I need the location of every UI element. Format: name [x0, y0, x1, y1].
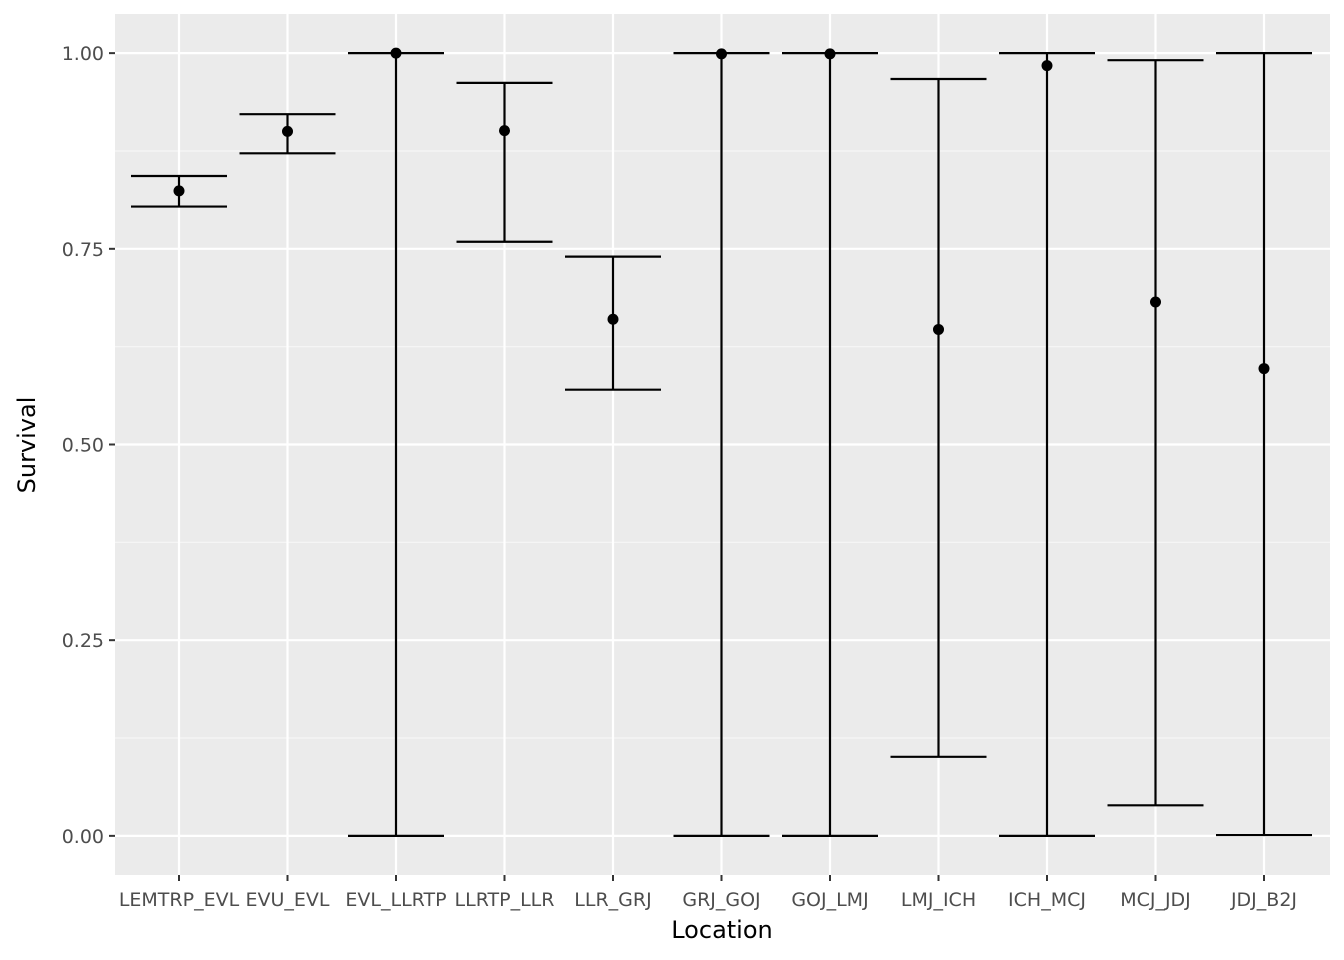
x-axis-title: Location	[671, 916, 773, 944]
estimate-point	[1258, 363, 1270, 375]
x-tick-label: LLR_GRJ	[574, 889, 651, 911]
estimate-point	[824, 48, 836, 60]
x-tick-label: EVL_LLRTP	[345, 889, 446, 911]
estimate-point	[933, 323, 944, 335]
x-tick-label: LMJ_ICH	[901, 889, 976, 911]
x-tick-label: MCJ_JDJ	[1120, 889, 1191, 911]
x-tick-label: LEMTRP_EVL	[119, 889, 240, 911]
estimate-point	[282, 125, 293, 137]
estimate-point	[1150, 296, 1161, 308]
x-tick-label: LLRTP_LLR	[455, 889, 555, 911]
x-tick-label: JDJ_B2J	[1230, 889, 1297, 911]
estimate-point	[173, 185, 185, 197]
x-tick-label: GRJ_GOJ	[682, 889, 760, 911]
estimate-point	[1041, 60, 1053, 72]
y-tick-label: 0.75	[62, 239, 104, 261]
y-tick-label: 1.00	[62, 43, 104, 65]
estimate-points	[173, 47, 1270, 375]
y-tick-label: 0.00	[62, 826, 104, 848]
estimate-point	[716, 48, 727, 60]
y-axis-title: Survival	[13, 397, 41, 494]
y-tick-label: 0.25	[62, 630, 104, 652]
x-tick-label: EVU_EVL	[246, 889, 330, 911]
x-axis: LEMTRP_EVL EVU_EVL EVL_LLRTP LLRTP_LLR LLR_G…	[119, 875, 1297, 911]
x-tick-label: ICH_MCJ	[1008, 889, 1086, 911]
estimate-point	[499, 125, 510, 137]
x-tick-label: GOJ_LMJ	[791, 889, 868, 911]
error-bars	[131, 52, 1312, 837]
estimate-point	[390, 47, 402, 59]
y-axis: 0.00 0.25 0.50 0.75 1.00	[62, 43, 115, 848]
y-tick-label: 0.50	[62, 435, 104, 457]
estimate-point	[607, 313, 619, 325]
